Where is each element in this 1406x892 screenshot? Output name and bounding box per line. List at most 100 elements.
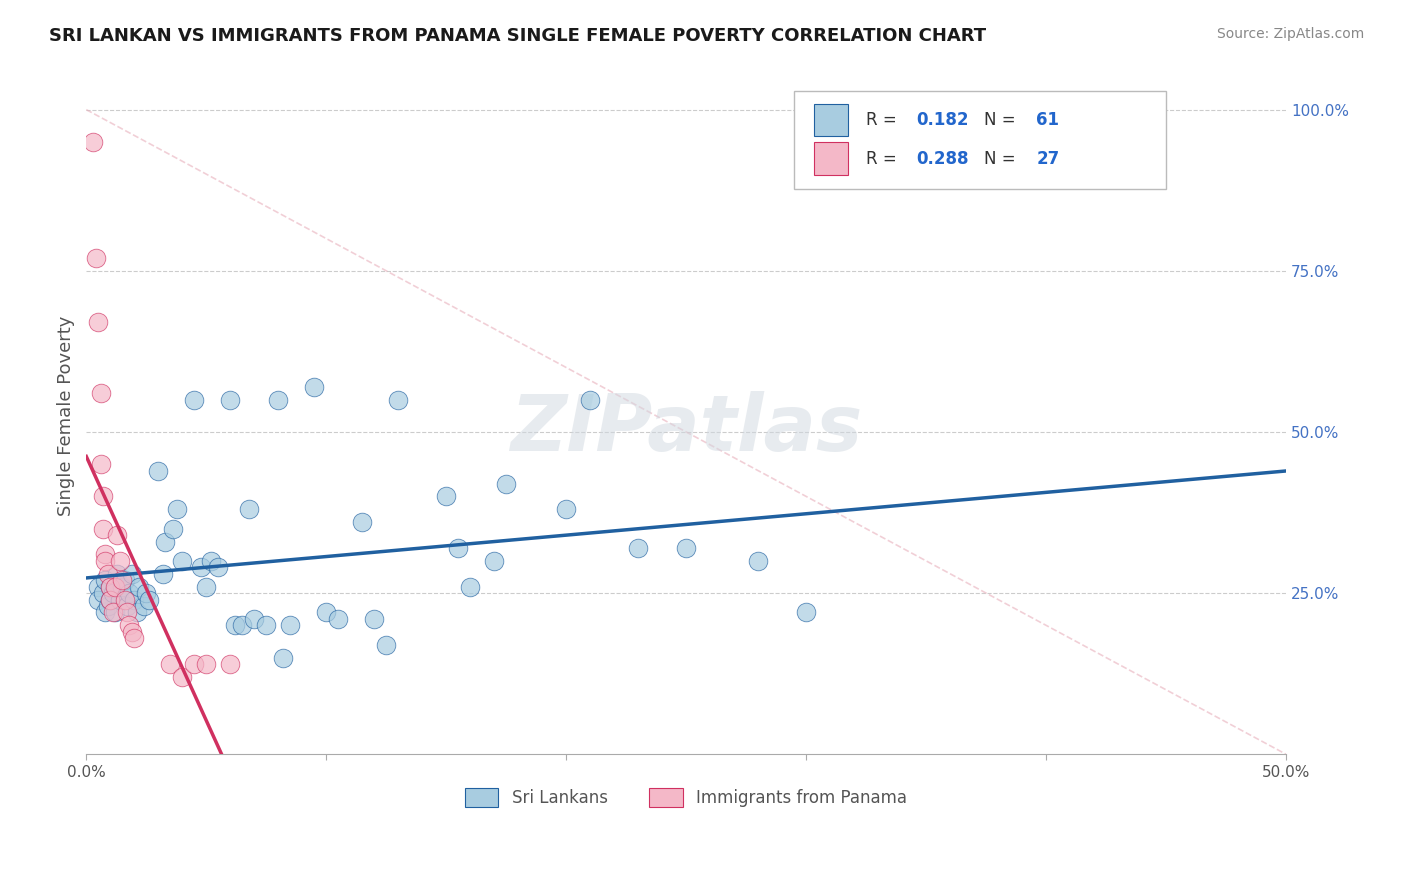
Point [94, 573, 117, 587]
Text: 0.288: 0.288 [917, 150, 969, 168]
Point [627, 541, 650, 555]
Point [495, 476, 517, 491]
Point [159, 657, 181, 671]
Point [375, 638, 398, 652]
Point [183, 392, 205, 407]
Point [97, 566, 120, 581]
Y-axis label: Single Female Poverty: Single Female Poverty [58, 316, 75, 516]
Point [128, 580, 150, 594]
Point [152, 566, 174, 581]
Point [555, 502, 578, 516]
FancyBboxPatch shape [794, 91, 1166, 189]
Point [155, 534, 177, 549]
Point [111, 580, 134, 594]
Point [200, 554, 222, 568]
Point [91, 489, 114, 503]
Point [108, 592, 131, 607]
Point [104, 580, 127, 594]
Point [172, 670, 194, 684]
Point [132, 599, 155, 613]
Text: 61: 61 [1036, 112, 1060, 129]
Text: 27: 27 [1036, 150, 1060, 168]
Text: N =: N = [984, 150, 1021, 168]
Point [254, 618, 277, 632]
Point [107, 528, 129, 542]
Point [82, 135, 104, 149]
Point [125, 606, 148, 620]
Text: R =: R = [866, 150, 903, 168]
Point [328, 612, 350, 626]
Point [104, 606, 127, 620]
Point [98, 580, 121, 594]
Point [101, 606, 124, 620]
Point [121, 624, 143, 639]
Point [114, 592, 136, 607]
Point [675, 541, 697, 555]
Point [434, 489, 457, 503]
Point [271, 650, 294, 665]
Point [195, 580, 218, 594]
Point [148, 464, 170, 478]
Point [138, 592, 160, 607]
Point [458, 580, 481, 594]
Point [243, 612, 266, 626]
Point [579, 392, 602, 407]
Point [91, 586, 114, 600]
Point [90, 386, 112, 401]
Text: N =: N = [984, 112, 1021, 129]
Point [447, 541, 470, 555]
Point [87, 315, 110, 329]
Point [107, 566, 129, 581]
Point [315, 606, 337, 620]
Point [121, 566, 143, 581]
Text: Source: ZipAtlas.com: Source: ZipAtlas.com [1216, 27, 1364, 41]
Point [118, 586, 141, 600]
Point [115, 599, 138, 613]
Point [98, 580, 121, 594]
Point [98, 592, 121, 607]
Point [87, 592, 110, 607]
Point [111, 573, 134, 587]
Text: 0.182: 0.182 [917, 112, 969, 129]
Point [224, 618, 246, 632]
Point [190, 560, 212, 574]
Point [482, 554, 505, 568]
Point [94, 606, 117, 620]
Point [352, 515, 374, 529]
Point [166, 502, 188, 516]
Point [115, 606, 138, 620]
Point [94, 548, 117, 562]
Text: R =: R = [866, 112, 903, 129]
Point [238, 502, 260, 516]
Point [98, 592, 121, 607]
Point [114, 573, 136, 587]
Point [267, 392, 290, 407]
Point [124, 631, 146, 645]
Point [172, 554, 194, 568]
Point [84, 251, 107, 265]
Point [302, 380, 325, 394]
Point [219, 392, 242, 407]
Bar [814, 143, 848, 175]
Point [183, 657, 205, 671]
Text: ZIPatlas: ZIPatlas [510, 392, 862, 467]
Legend: Sri Lankans, Immigrants from Panama: Sri Lankans, Immigrants from Panama [458, 781, 914, 814]
Point [278, 618, 301, 632]
Point [108, 554, 131, 568]
Point [118, 618, 141, 632]
Point [91, 522, 114, 536]
Bar [814, 103, 848, 136]
Point [94, 554, 117, 568]
Point [387, 392, 409, 407]
Text: SRI LANKAN VS IMMIGRANTS FROM PANAMA SINGLE FEMALE POVERTY CORRELATION CHART: SRI LANKAN VS IMMIGRANTS FROM PANAMA SIN… [49, 27, 987, 45]
Point [124, 592, 146, 607]
Point [195, 657, 218, 671]
Point [231, 618, 253, 632]
Point [90, 457, 112, 471]
Point [747, 554, 769, 568]
Point [207, 560, 229, 574]
Point [97, 599, 120, 613]
Point [219, 657, 242, 671]
Point [363, 612, 385, 626]
Point [101, 586, 124, 600]
